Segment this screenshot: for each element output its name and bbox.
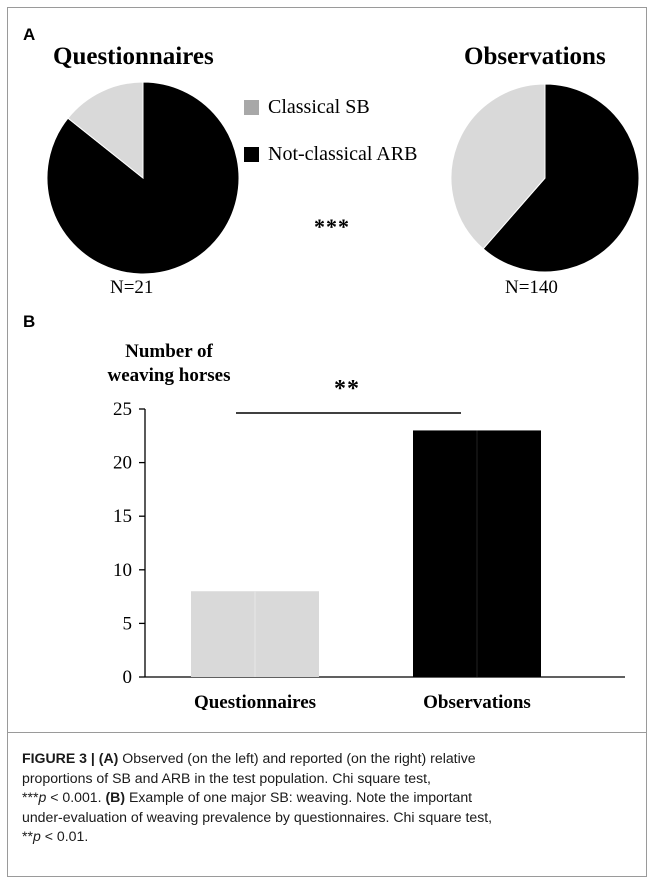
caption-line-2: proportions of SB and ARB in the test po… [22,769,431,786]
pie-charts [46,81,640,275]
pie-significance: *** [314,214,350,239]
pie-title-observations: Observations [464,43,606,70]
bar-y-axis-title-line-1: Number of [125,341,213,362]
caption-line-1: FIGURE 3 | (A) Observed (on the left) an… [22,749,634,769]
bar-y-tick-label: 25 [113,399,132,420]
pie-n-observations: N=140 [505,277,558,298]
legend-label-classical-sb: Classical SB [268,95,370,118]
pie-n-questionnaires: N=21 [110,277,154,298]
caption-p-value-5: < 0.01. [40,828,89,844]
caption-sig-5: ** [22,828,33,844]
panel-a-label: A [23,25,36,44]
bar-y-tick-label: 20 [113,453,132,474]
bar-y-tick-label: 15 [113,506,132,527]
pie-0-slice-classical-sb [67,81,144,180]
pie-legend: Classical SB Not-classical ARB [244,94,417,188]
legend-item-classical-sb: Classical SB [244,94,417,120]
bar-y-tick-label: 5 [123,613,133,634]
legend-label-not-classical-arb: Not-classical ARB [268,142,418,165]
caption-p-5: p [32,828,41,844]
pie-1-slice-not-classical-arb [482,83,640,273]
bar-y-tick-label: 10 [113,560,132,581]
caption-b-marker: (B) [105,789,126,805]
legend-swatch-not-classical-arb [244,146,259,162]
figure-caption: FIGURE 3 | (A) Observed (on the left) an… [22,749,634,847]
caption-figure-label: FIGURE 3 | [22,750,95,766]
pie-title-questionnaires: Questionnaires [53,43,214,70]
pie-1-slice-classical-sb [450,83,546,250]
bar-y-axis-title: Number of weaving horses [74,340,264,388]
caption-line-4: under-evaluation of weaving prevalence b… [22,808,493,825]
caption-p-3: p [38,789,47,805]
caption-a-text: Observed (on the left) and reported (on … [118,750,476,766]
bar-category-label-observations: Observations [423,692,531,710]
caption-b-text: Example of one major SB: weaving. Note t… [125,789,473,805]
bar-chart: 0 5 10 15 20 25 Questionnaires Observations [113,399,625,710]
legend-swatch-classical-sb [244,99,259,115]
bar-category-label-questionnaires: Questionnaires [194,692,316,710]
legend-item-not-classical-arb: Not-classical ARB [244,141,417,167]
caption-line-5: **p < 0.01. [22,827,634,847]
figure-frame [7,7,647,877]
bar-significance: ** [334,376,360,402]
bar-y-tick-label: 0 [123,667,133,688]
caption-sig-3: *** [22,789,39,805]
bar-y-axis-title-line-2: weaving horses [107,365,231,386]
caption-a-marker: (A) [98,750,119,766]
panel-b-label: B [23,312,36,331]
caption-p-value-3: < 0.001. [46,789,102,805]
caption-line-3: ***p < 0.001. (B) Example of one major S… [22,788,634,808]
caption-divider [7,732,647,733]
